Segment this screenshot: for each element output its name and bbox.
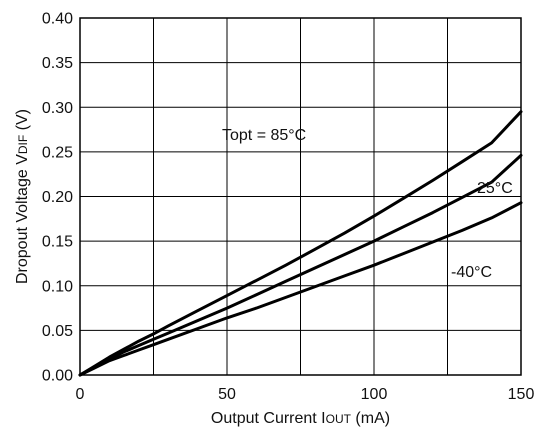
series-line-25c xyxy=(78,153,523,377)
y-tick-label: 0.35 xyxy=(42,55,73,72)
y-axis-title-unit: (V) xyxy=(14,109,31,135)
grid xyxy=(80,18,521,375)
x-tick-label: 150 xyxy=(508,386,535,403)
plot-frame xyxy=(79,17,522,376)
series-label-minus40c: -40°C xyxy=(451,264,492,281)
x-axis-title: Output Current IOUT (mA) xyxy=(211,410,390,427)
y-tick-label: 0.25 xyxy=(42,144,73,161)
y-tick-label: 0.05 xyxy=(42,323,73,340)
x-tick-label: 100 xyxy=(361,386,388,403)
y-axis-title-main: Dropout Voltage V xyxy=(14,154,31,284)
series-label-25c: 25°C xyxy=(477,180,513,197)
tick-labels: 0.00 0.05 0.10 0.15 0.20 0.25 0.30 0.35 0.40 0 50 1… xyxy=(42,11,535,404)
y-tick-label: 0.20 xyxy=(42,189,73,206)
x-axis-title-sub: OUT xyxy=(326,412,352,426)
y-axis-title: Dropout Voltage VDIF (V) xyxy=(14,109,31,284)
y-tick-label: 0.40 xyxy=(42,11,73,28)
y-tick-label: 0.15 xyxy=(42,234,73,251)
x-tick-label: 50 xyxy=(218,386,236,403)
series-line-minus40c xyxy=(78,201,523,377)
series-label-85c: Topt = 85°C xyxy=(222,127,306,144)
x-axis-title-unit: (mA) xyxy=(351,410,390,427)
y-axis-title-sub: DIF xyxy=(16,135,30,154)
x-tick-label: 0 xyxy=(76,386,85,403)
y-tick-label: 0.30 xyxy=(42,100,73,117)
x-axis-title-main: Output Current I xyxy=(211,410,326,427)
series-line-85c xyxy=(78,110,523,377)
y-tick-label: 0.00 xyxy=(42,368,73,385)
y-tick-label: 0.10 xyxy=(42,278,73,295)
series-lines xyxy=(78,110,523,377)
